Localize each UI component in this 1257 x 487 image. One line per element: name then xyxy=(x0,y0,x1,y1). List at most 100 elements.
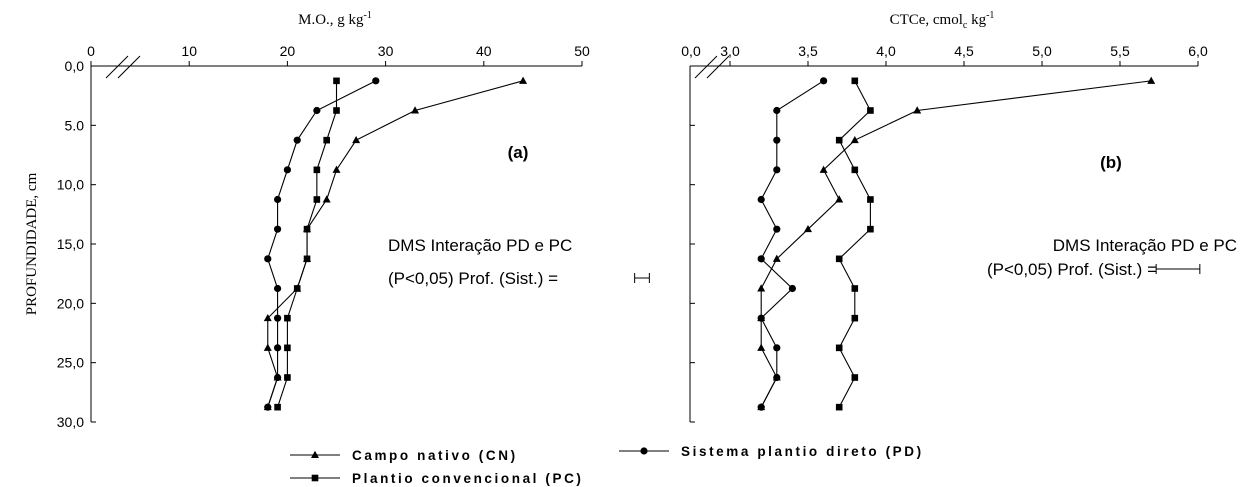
y-tick-label: 0,0 xyxy=(65,58,85,74)
x-tick-label: 0,0 xyxy=(681,43,701,59)
data-point xyxy=(274,403,281,411)
panel-label: (b) xyxy=(1100,153,1122,172)
data-point xyxy=(284,314,291,322)
data-point xyxy=(757,314,765,322)
y-axis-title: PROFUNDIDADE, cm xyxy=(24,172,40,315)
data-point xyxy=(851,314,859,322)
data-point xyxy=(851,374,859,381)
axis-break-mark xyxy=(706,55,730,79)
data-point xyxy=(303,255,311,263)
data-point xyxy=(851,166,859,174)
x-tick-label: 30 xyxy=(378,43,394,59)
data-point xyxy=(835,344,843,352)
x-tick-label: 20 xyxy=(280,43,296,59)
data-point xyxy=(303,225,311,233)
data-point xyxy=(293,136,301,144)
data-point xyxy=(757,343,766,351)
data-point xyxy=(835,195,844,203)
y-tick-label: 25,0 xyxy=(57,355,84,371)
x-tick-label: 10 xyxy=(181,43,197,59)
x-axis-title: CTCe, cmolc kg-1 xyxy=(890,10,995,31)
x-tick-label: 40 xyxy=(476,43,492,59)
x-tick-label: 3,0 xyxy=(720,43,740,59)
data-point xyxy=(332,165,341,173)
data-point xyxy=(273,373,282,382)
data-point xyxy=(851,285,859,292)
data-point xyxy=(835,403,843,411)
data-point xyxy=(804,224,812,233)
data-point xyxy=(372,77,380,85)
series-line xyxy=(760,80,1152,408)
data-point xyxy=(313,196,321,203)
data-point xyxy=(757,195,765,204)
annotation-line-1: DMS Interação PD e PC xyxy=(388,236,572,255)
data-point xyxy=(411,106,420,114)
data-point xyxy=(773,373,781,382)
series-line xyxy=(760,80,824,408)
data-point xyxy=(772,254,781,262)
x-tick-label: 6,0 xyxy=(1188,43,1208,59)
data-point xyxy=(835,136,843,144)
data-point xyxy=(1147,76,1156,84)
annotation-line-2: (P<0,05) Prof. (Sist.) = xyxy=(987,260,1157,279)
data-point xyxy=(850,135,859,144)
data-point xyxy=(352,135,361,144)
legend-label: Sistema plantio direto (PD) xyxy=(681,444,924,459)
data-point xyxy=(867,107,874,114)
data-point xyxy=(788,284,797,293)
data-point xyxy=(835,255,843,263)
data-point xyxy=(293,285,301,292)
series-line xyxy=(267,80,377,408)
data-point xyxy=(322,195,331,203)
data-point xyxy=(283,166,291,174)
x-tick-label: 4,0 xyxy=(876,43,896,59)
data-point xyxy=(773,344,781,352)
axis-break-mark xyxy=(117,55,141,79)
legend-marker xyxy=(311,450,319,458)
data-point xyxy=(273,284,282,293)
data-point xyxy=(333,107,340,114)
legend-label: Campo nativo (CN) xyxy=(352,448,518,463)
data-point xyxy=(273,195,282,204)
data-point xyxy=(773,166,781,174)
data-point xyxy=(851,77,859,85)
data-point xyxy=(820,77,828,85)
y-tick-label: 15,0 xyxy=(57,236,84,252)
data-point xyxy=(273,344,282,352)
legend-marker xyxy=(640,447,648,455)
annotation-line-2: (P<0,05) Prof. (Sist.) = xyxy=(388,269,558,288)
series-line xyxy=(838,80,872,408)
data-point xyxy=(263,343,272,351)
x-tick-label: 5,0 xyxy=(1032,43,1052,59)
data-point xyxy=(323,136,330,144)
x-tick-label: 0 xyxy=(87,43,95,59)
y-tick-label: 10,0 xyxy=(57,177,84,193)
data-point xyxy=(313,166,321,174)
annotation-line-1: DMS Interação PD e PC xyxy=(1053,236,1237,255)
axis-break-mark xyxy=(105,55,129,79)
y-tick-label: 20,0 xyxy=(57,295,84,311)
data-point xyxy=(867,196,874,203)
panel-label: (a) xyxy=(508,143,529,162)
y-tick-label: 5.0 xyxy=(65,117,85,133)
data-point xyxy=(773,225,781,233)
data-point xyxy=(819,165,828,173)
x-tick-label: 50 xyxy=(574,43,590,59)
x-tick-label: 5,5 xyxy=(1110,43,1130,59)
data-point xyxy=(913,106,922,114)
data-point xyxy=(284,374,291,381)
legend-label: Plantio convencional (PC) xyxy=(352,471,584,486)
axis-break-mark xyxy=(694,55,718,79)
series-line xyxy=(277,80,338,408)
data-point xyxy=(263,313,272,322)
data-point xyxy=(273,225,282,233)
data-point xyxy=(313,106,321,115)
x-tick-label: 4,5 xyxy=(954,43,974,59)
data-point xyxy=(264,255,272,263)
data-point xyxy=(867,225,874,233)
data-point xyxy=(757,403,765,411)
data-point xyxy=(773,136,781,144)
data-point xyxy=(757,255,765,263)
data-point xyxy=(333,77,340,85)
